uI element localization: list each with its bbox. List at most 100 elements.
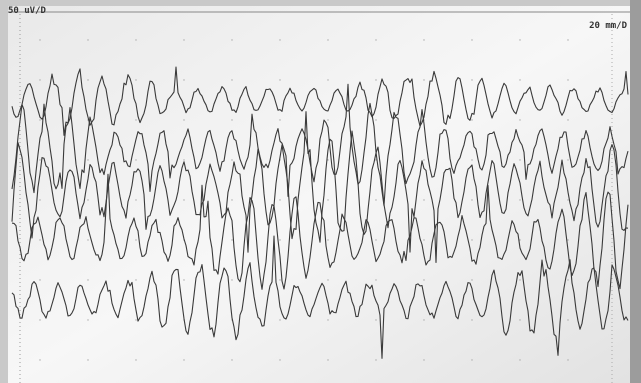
- grid-dot: [327, 319, 328, 320]
- grid-dot: [39, 199, 40, 200]
- grid-dot: [87, 39, 88, 40]
- grid-dot: [135, 119, 136, 120]
- grid-dot: [471, 359, 472, 360]
- grid-dot: [423, 279, 424, 280]
- grid-dot: [87, 279, 88, 280]
- grid-dot: [279, 119, 280, 120]
- grid-dot: [375, 279, 376, 280]
- grid-dot: [471, 119, 472, 120]
- grid-dot: [423, 199, 424, 200]
- grid-dot: [39, 319, 40, 320]
- grid-dot: [327, 39, 328, 40]
- grid-dot: [519, 239, 520, 240]
- grid-dot: [39, 79, 40, 80]
- grid-dot: [519, 199, 520, 200]
- grid-dot: [327, 279, 328, 280]
- grid-dot: [567, 319, 568, 320]
- grid-dot: [327, 239, 328, 240]
- grid-dot: [231, 159, 232, 160]
- grid-dot: [423, 159, 424, 160]
- grid-dot: [279, 239, 280, 240]
- grid-dot: [519, 319, 520, 320]
- grid-dot: [135, 199, 136, 200]
- grid-dot: [183, 39, 184, 40]
- eeg-photo: 50 uV/D 20 mm/D: [0, 0, 641, 383]
- grid-dot: [375, 79, 376, 80]
- grid-dot: [135, 159, 136, 160]
- grid-dot: [375, 199, 376, 200]
- grid-dot: [471, 79, 472, 80]
- grid-dot: [135, 79, 136, 80]
- grid-dot: [183, 159, 184, 160]
- grid-dot: [39, 239, 40, 240]
- grid-dot: [519, 79, 520, 80]
- grid-dot: [39, 279, 40, 280]
- grid-dot: [567, 119, 568, 120]
- grid-dot: [327, 359, 328, 360]
- grid-dot: [135, 359, 136, 360]
- grid-dot: [279, 359, 280, 360]
- grid-dot: [183, 199, 184, 200]
- grid-dot: [39, 39, 40, 40]
- grid-dot: [39, 159, 40, 160]
- grid-dot: [39, 119, 40, 120]
- grid-dot: [327, 119, 328, 120]
- paper-sheet: [8, 6, 630, 383]
- grid-dot: [327, 79, 328, 80]
- grid-dot: [87, 199, 88, 200]
- grid-dot: [87, 239, 88, 240]
- grid-dot: [279, 79, 280, 80]
- grid-dot: [231, 279, 232, 280]
- grid-dot: [471, 279, 472, 280]
- grid-dot: [519, 279, 520, 280]
- grid-dot: [567, 39, 568, 40]
- grid-dot: [471, 199, 472, 200]
- grid-dot: [87, 159, 88, 160]
- grid-dot: [231, 199, 232, 200]
- grid-dot: [39, 359, 40, 360]
- grid-dot: [567, 79, 568, 80]
- grid-dot: [423, 359, 424, 360]
- grid-dot: [135, 39, 136, 40]
- grid-dot: [423, 79, 424, 80]
- grid-dot: [567, 279, 568, 280]
- grid-dot: [231, 79, 232, 80]
- grid-dot: [471, 239, 472, 240]
- grid-dot: [87, 319, 88, 320]
- grid-dot: [183, 359, 184, 360]
- page: 50 uV/D 20 mm/D (() => { const data = JS…: [0, 0, 641, 383]
- grid-dot: [87, 79, 88, 80]
- grid-dot: [231, 39, 232, 40]
- grid-dot: [471, 39, 472, 40]
- grid-dot: [519, 119, 520, 120]
- grid-dot: [279, 319, 280, 320]
- grid-dot: [135, 319, 136, 320]
- grid-dot: [375, 239, 376, 240]
- grid-dot: [231, 119, 232, 120]
- grid-dot: [519, 159, 520, 160]
- grid-dot: [183, 79, 184, 80]
- grid-dot: [471, 159, 472, 160]
- grid-dot: [135, 279, 136, 280]
- grid-dot: [279, 39, 280, 40]
- grid-dot: [567, 359, 568, 360]
- grid-dot: [87, 359, 88, 360]
- grid-dot: [135, 239, 136, 240]
- grid-dot: [423, 239, 424, 240]
- grid-dot: [471, 319, 472, 320]
- grid-dot: [375, 119, 376, 120]
- grid-dot: [567, 159, 568, 160]
- grid-dot: [567, 199, 568, 200]
- grid-dot: [375, 39, 376, 40]
- speed-label: 20 mm/D: [589, 21, 628, 31]
- grid-dot: [375, 359, 376, 360]
- grid-dot: [423, 39, 424, 40]
- grid-dot: [231, 359, 232, 360]
- grid-dot: [327, 199, 328, 200]
- grid-dot: [423, 319, 424, 320]
- grid-dot: [183, 119, 184, 120]
- grid-dot: [375, 319, 376, 320]
- grid-dot: [279, 279, 280, 280]
- grid-dot: [279, 199, 280, 200]
- grid-dot: [231, 239, 232, 240]
